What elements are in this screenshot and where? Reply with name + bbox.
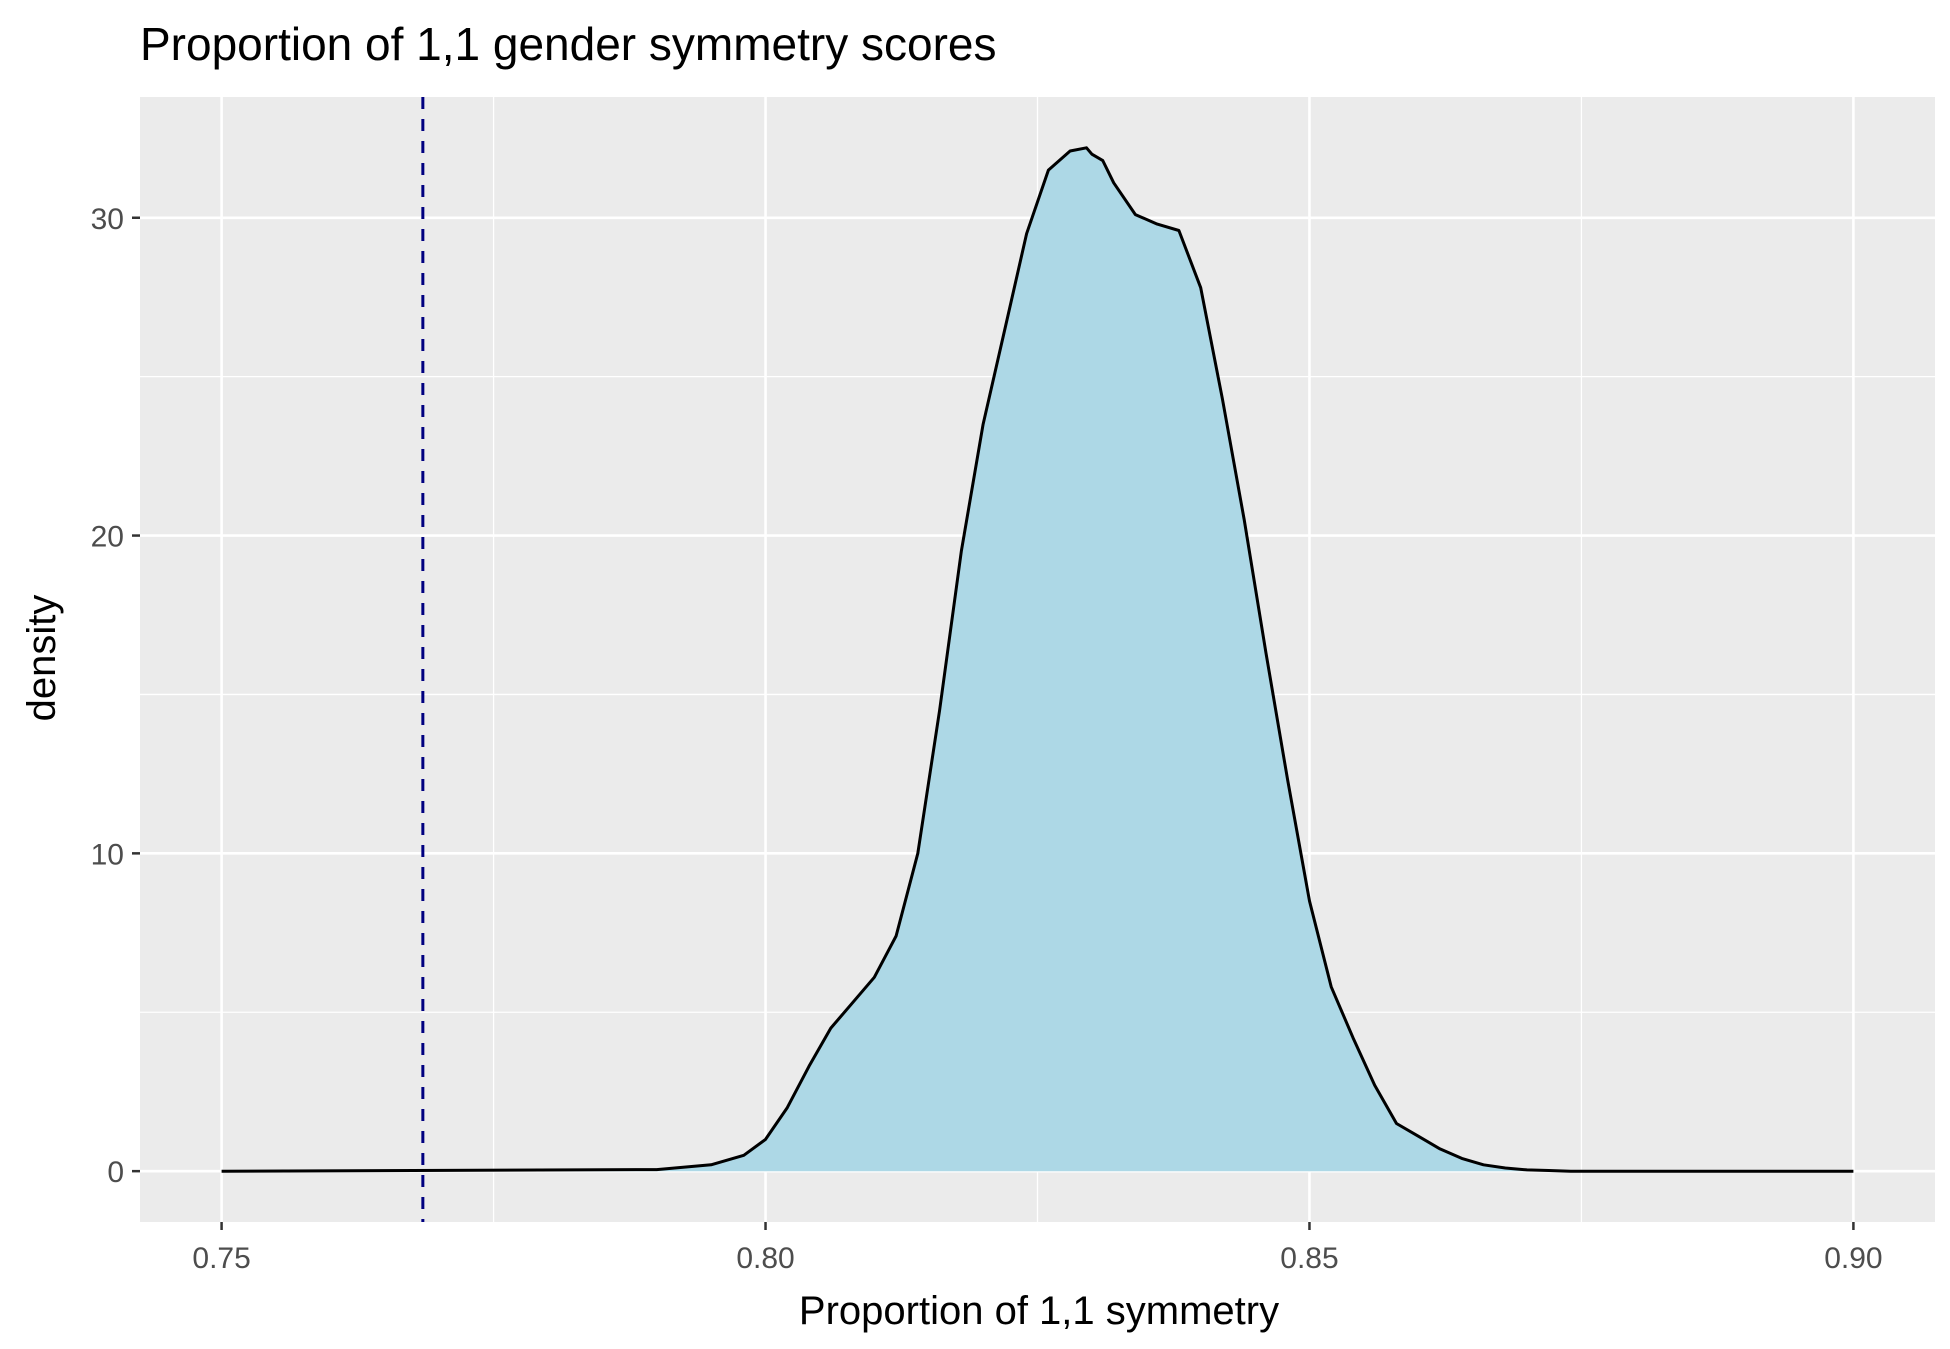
chart-title: Proportion of 1,1 gender symmetry scores [140, 18, 996, 70]
y-tick-label: 30 [91, 203, 124, 236]
x-tick-label: 0.90 [1824, 1242, 1882, 1275]
y-tick-label: 0 [107, 1156, 124, 1189]
y-tick-label: 10 [91, 838, 124, 871]
density-area [221, 147, 1854, 1172]
x-axis: 0.75 0.80 0.85 0.90 [192, 1222, 1883, 1275]
y-tick-label: 20 [91, 521, 124, 554]
y-axis-label: density [20, 595, 64, 722]
x-tick-label: 0.85 [1280, 1242, 1338, 1275]
x-tick-label: 0.80 [736, 1242, 794, 1275]
x-axis-label: Proportion of 1,1 symmetry [799, 1289, 1279, 1333]
density-curve [221, 146, 1854, 1173]
x-tick-label: 0.75 [192, 1242, 250, 1275]
y-axis: 0 10 20 30 [91, 203, 140, 1189]
